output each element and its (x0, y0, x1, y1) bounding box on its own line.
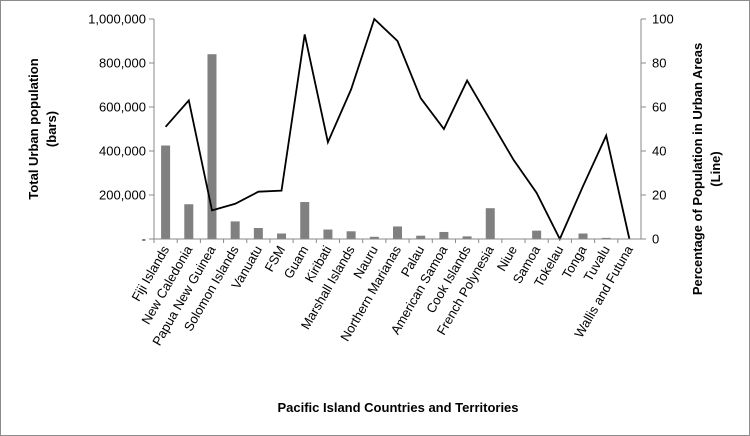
right-tick-labels: 0 20 40 60 80 100 (641, 12, 674, 247)
left-tick-label: 800,000 (99, 56, 146, 71)
left-tick-label: 200,000 (99, 188, 146, 203)
bar (161, 145, 171, 239)
bar (277, 233, 287, 239)
right-axis-title: Percentage of Population in Urban Areas(… (690, 43, 723, 295)
axis-title-line: (bars) (44, 111, 59, 147)
right-tick-label: 80 (652, 56, 666, 71)
left-tick-label: 400,000 (99, 144, 146, 159)
right-tick-label: 20 (652, 188, 666, 203)
bar (207, 54, 217, 240)
axis-title-line: (Line) (708, 151, 723, 186)
bar (439, 231, 449, 239)
bar (300, 202, 310, 239)
left-tick-label: - (142, 232, 146, 247)
bar (253, 228, 263, 239)
right-tick-label: 100 (652, 12, 674, 27)
axis-title-line: Percentage of Population in Urban Areas (690, 43, 705, 295)
axis-title-line: Total Urban population (26, 58, 41, 199)
left-tick-label: 600,000 (99, 100, 146, 115)
bar (462, 236, 472, 239)
bar (578, 233, 588, 239)
bar (416, 235, 426, 239)
bar (323, 229, 333, 239)
x-axis-title: Pacific Island Countries and Territories (277, 400, 518, 415)
percentage-line (164, 17, 631, 242)
bar (346, 231, 356, 239)
right-tick-label: 0 (652, 232, 659, 247)
left-tick-label: 1,000,000 (88, 12, 146, 27)
bar (369, 236, 379, 239)
left-axis-title: Total Urban population (bars) (26, 58, 59, 199)
bar (485, 208, 495, 239)
left-tick-labels: - 200,000 400,000 600,000 800,000 1,000,000 (88, 12, 154, 247)
bar-series (161, 54, 611, 240)
right-tick-label: 40 (652, 144, 666, 159)
bar (532, 230, 542, 239)
bar (393, 226, 402, 239)
bar (184, 204, 194, 239)
bar (601, 237, 611, 239)
bar (230, 221, 240, 239)
right-tick-label: 60 (652, 100, 666, 115)
